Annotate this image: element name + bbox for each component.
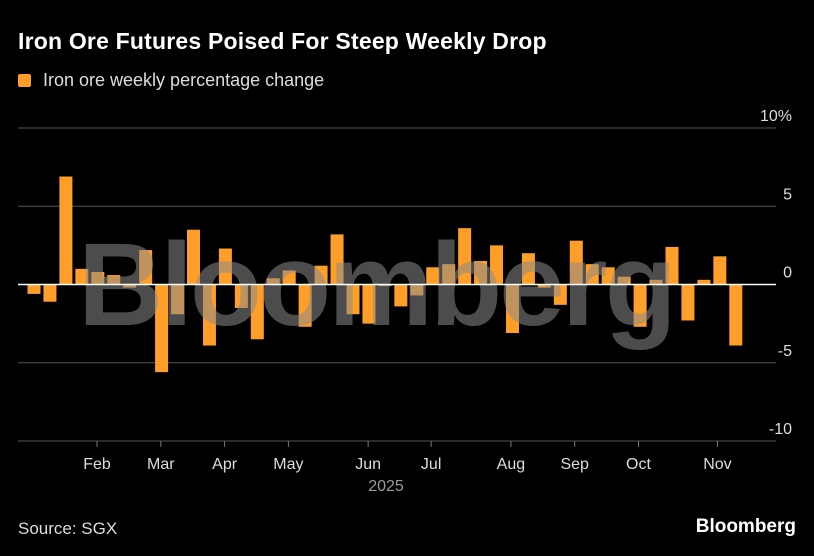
bar (171, 284, 185, 315)
axes: 10% 5 0 -5 -10 Feb Mar Apr May Jun Jul Aug Sep Oct Nov… (18, 108, 792, 495)
bar (601, 267, 615, 285)
source-note: Source: SGX (18, 519, 118, 538)
bar (27, 284, 41, 294)
bar (202, 284, 216, 346)
y-tick-label: 5 (783, 186, 792, 203)
x-tick-label: Apr (212, 456, 238, 473)
bar (617, 276, 631, 285)
x-tick-label: Oct (626, 456, 651, 473)
bar (665, 246, 679, 285)
bar (681, 284, 695, 321)
bar (458, 228, 472, 285)
bar (314, 265, 328, 285)
bar (378, 284, 392, 287)
bar (521, 253, 535, 285)
bar (553, 284, 567, 305)
bar (426, 267, 440, 285)
bar (442, 264, 456, 285)
bar (474, 261, 488, 285)
bars (27, 176, 743, 373)
x-tick-label: May (273, 456, 303, 473)
bar (569, 240, 583, 285)
bar (91, 271, 105, 285)
x-tick-label: Jun (355, 456, 381, 473)
bar (394, 284, 408, 307)
y-tick-label: 0 (783, 265, 792, 282)
bar (43, 284, 57, 302)
brand-logo: Bloomberg (695, 516, 796, 537)
bar (218, 248, 232, 285)
bar (729, 284, 743, 346)
x-tick-label: Jul (421, 456, 441, 473)
x-tick-label: Aug (497, 456, 525, 473)
bar (537, 284, 551, 288)
y-tick-label: 10% (760, 108, 792, 125)
bar (75, 268, 89, 285)
bar (506, 284, 519, 334)
legend-swatch (18, 74, 31, 87)
legend: Iron ore weekly percentage change (18, 70, 324, 91)
x-year-label: 2025 (368, 478, 404, 495)
chart-title: Iron Ore Futures Poised For Steep Weekly… (18, 28, 547, 54)
x-tick-label: Nov (703, 456, 731, 473)
gridlines (18, 127, 776, 442)
bar (346, 284, 360, 315)
bar (155, 284, 169, 373)
bar (59, 176, 73, 285)
legend-label: Iron ore weekly percentage change (43, 70, 325, 90)
bar (585, 264, 599, 285)
bar (107, 275, 121, 285)
bar (713, 256, 727, 285)
bar (266, 278, 280, 285)
y-tick-label: -10 (769, 421, 792, 438)
bar (234, 284, 248, 308)
bar (697, 279, 711, 285)
bar (139, 250, 153, 285)
bar (362, 284, 376, 324)
bar (410, 284, 424, 296)
bar (330, 234, 344, 285)
bar (123, 284, 137, 288)
bar (298, 284, 312, 327)
bar (250, 284, 264, 340)
x-tick-label: Sep (560, 456, 589, 473)
x-tick-label: Feb (83, 456, 111, 473)
bar (187, 229, 200, 285)
bar (282, 270, 296, 285)
bar (633, 284, 647, 327)
bar (649, 279, 663, 285)
bar (490, 245, 504, 285)
y-tick-label: -5 (778, 343, 792, 360)
x-tick-label: Mar (147, 456, 175, 473)
